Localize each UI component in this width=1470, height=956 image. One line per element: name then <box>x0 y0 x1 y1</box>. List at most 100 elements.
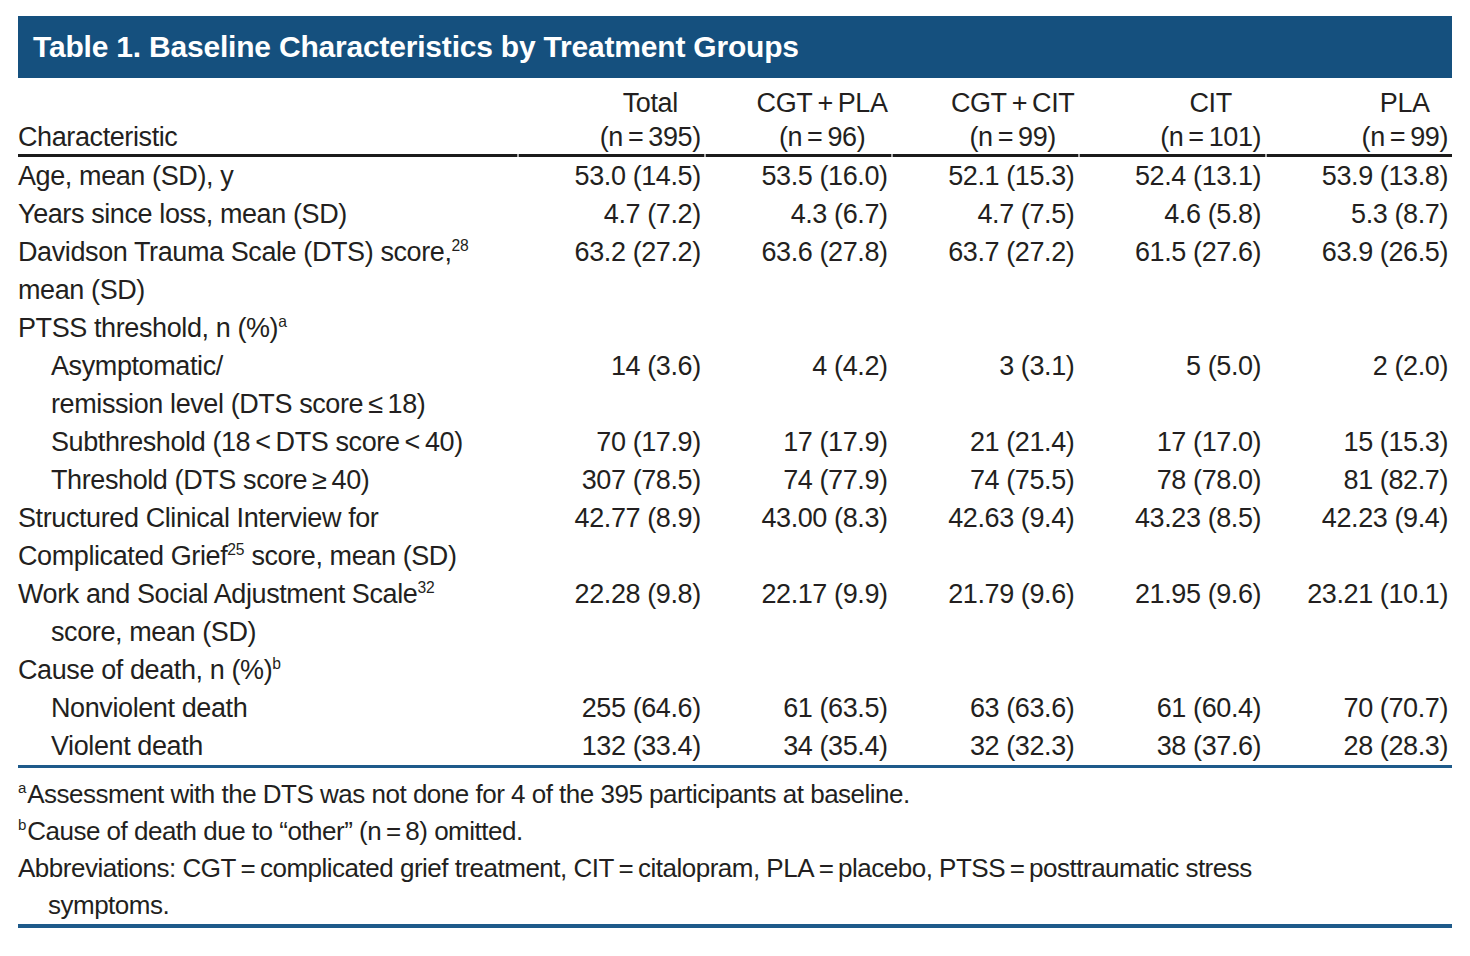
row-label-line1: Nonviolent death <box>51 689 518 727</box>
cell-value: 14 (3.6) <box>518 347 705 385</box>
cell-value: 78 (78.0) <box>1078 461 1265 499</box>
column-group-name: Total <box>600 86 701 120</box>
row-label-line1: Structured Clinical Interview for <box>18 499 518 537</box>
column-header-group: CIT (n = 101) <box>1078 86 1265 154</box>
cell-value: 38 (37.6) <box>1078 727 1265 765</box>
row-label-line1: Davidson Trauma Scale (DTS) score,28 <box>18 233 518 271</box>
footnote-a: aAssessment with the DTS was not done fo… <box>18 776 1452 813</box>
cell-value: 52.1 (15.3) <box>892 157 1079 195</box>
table-title-bar: Table 1. Baseline Characteristics by Tre… <box>18 16 1452 78</box>
row-label: Threshold (DTS score ≥ 40) <box>18 461 518 499</box>
column-group-name: CIT <box>1160 86 1261 120</box>
footnote-a-text: Assessment with the DTS was not done for… <box>27 779 910 809</box>
table-figure: Table 1. Baseline Characteristics by Tre… <box>0 0 1470 956</box>
row-label-line1: Work and Social Adjustment Scale32 <box>18 575 518 613</box>
cell-value: 4.7 (7.2) <box>518 195 705 233</box>
column-group-name: PLA <box>1362 86 1448 120</box>
cell-value: 307 (78.5) <box>518 461 705 499</box>
cell-value: 74 (75.5) <box>892 461 1079 499</box>
row-label-line1: PTSS threshold, n (%)a <box>18 309 518 347</box>
cell-value: 42.77 (8.9) <box>518 499 705 537</box>
cell-value: 63.6 (27.8) <box>705 233 892 271</box>
footnotes: aAssessment with the DTS was not done fo… <box>18 768 1452 924</box>
row-label-line2: Complicated Grief25 score, mean (SD) <box>18 537 518 575</box>
row-label-line2: remission level (DTS score ≤ 18) <box>51 385 518 423</box>
cell-value: 61.5 (27.6) <box>1078 233 1265 271</box>
column-group-n: (n = 101) <box>1160 120 1261 154</box>
cell-value: 255 (64.6) <box>518 689 705 727</box>
column-header-row: Characteristic Total (n = 395) CGT + PLA… <box>18 78 1452 154</box>
cell-value: 81 (82.7) <box>1265 461 1452 499</box>
table-row: Threshold (DTS score ≥ 40)307 (78.5)74 (… <box>18 461 1452 499</box>
cell-value: 21 (21.4) <box>892 423 1079 461</box>
cell-value: 42.23 (9.4) <box>1265 499 1452 537</box>
row-label-line1: Violent death <box>51 727 518 765</box>
cell-value: 17 (17.9) <box>705 423 892 461</box>
column-group-n: (n = 99) <box>951 120 1074 154</box>
cell-value: 17 (17.0) <box>1078 423 1265 461</box>
row-label: Age, mean (SD), y <box>18 157 518 195</box>
table-row: Subthreshold (18 < DTS score < 40)70 (17… <box>18 423 1452 461</box>
cell-value: 32 (32.3) <box>892 727 1079 765</box>
footnote-abbreviations-line2: symptoms. <box>18 887 1452 924</box>
column-header-characteristic: Characteristic <box>18 120 518 154</box>
table-row: Structured Clinical Interview forComplic… <box>18 499 1452 575</box>
table-row: Asymptomatic/remission level (DTS score … <box>18 347 1452 423</box>
cell-value: 63 (63.6) <box>892 689 1079 727</box>
column-group-n: (n = 395) <box>600 120 701 154</box>
cell-value: 61 (60.4) <box>1078 689 1265 727</box>
cell-value: 63.2 (27.2) <box>518 233 705 271</box>
row-label-line1: Years since loss, mean (SD) <box>18 195 518 233</box>
table-body: Age, mean (SD), y53.0 (14.5)53.5 (16.0)5… <box>18 157 1452 765</box>
column-group-n: (n = 99) <box>1362 120 1448 154</box>
row-label-line2: mean (SD) <box>18 271 518 309</box>
row-label: Subthreshold (18 < DTS score < 40) <box>18 423 518 461</box>
column-header-group: CGT + CIT (n = 99) <box>892 86 1079 154</box>
row-label: Structured Clinical Interview forComplic… <box>18 499 518 575</box>
cell-value: 53.5 (16.0) <box>705 157 892 195</box>
superscript-ref: a <box>278 313 287 330</box>
cell-value: 4.6 (5.8) <box>1078 195 1265 233</box>
cell-value: 42.63 (9.4) <box>892 499 1079 537</box>
footnote-abbreviations-line1: Abbreviations: CGT = complicated grief t… <box>18 850 1452 887</box>
table-content: Characteristic Total (n = 395) CGT + PLA… <box>18 78 1452 928</box>
cell-value: 15 (15.3) <box>1265 423 1452 461</box>
cell-value: 23.21 (10.1) <box>1265 575 1452 613</box>
column-header-group: CGT + PLA (n = 96) <box>705 86 892 154</box>
superscript-ref: 25 <box>227 541 244 558</box>
row-label-line1: Asymptomatic/ <box>51 347 518 385</box>
table-row: Age, mean (SD), y53.0 (14.5)53.5 (16.0)5… <box>18 157 1452 195</box>
cell-value: 5.3 (8.7) <box>1265 195 1452 233</box>
table-row: Years since loss, mean (SD)4.7 (7.2)4.3 … <box>18 195 1452 233</box>
cell-value: 4 (4.2) <box>705 347 892 385</box>
column-header-group: Total (n = 395) <box>518 86 705 154</box>
column-group-n: (n = 96) <box>757 120 888 154</box>
cell-value: 74 (77.9) <box>705 461 892 499</box>
cell-value: 28 (28.3) <box>1265 727 1452 765</box>
superscript-ref: 28 <box>452 237 469 254</box>
cell-value: 52.4 (13.1) <box>1078 157 1265 195</box>
cell-value: 4.3 (6.7) <box>705 195 892 233</box>
figure-bottom-rule <box>18 924 1452 928</box>
cell-value: 34 (35.4) <box>705 727 892 765</box>
cell-value: 70 (17.9) <box>518 423 705 461</box>
column-group-name: CGT + CIT <box>951 86 1074 120</box>
row-label: Cause of death, n (%)b <box>18 651 518 689</box>
row-label: Davidson Trauma Scale (DTS) score,28mean… <box>18 233 518 309</box>
cell-value: 5 (5.0) <box>1078 347 1265 385</box>
table-row: Cause of death, n (%)b <box>18 651 1452 689</box>
cell-value: 53.0 (14.5) <box>518 157 705 195</box>
row-label-line1: Threshold (DTS score ≥ 40) <box>51 461 518 499</box>
row-label: PTSS threshold, n (%)a <box>18 309 518 347</box>
row-label-line1: Age, mean (SD), y <box>18 157 518 195</box>
footnote-b: bCause of death due to “other” (n = 8) o… <box>18 813 1452 850</box>
superscript-ref: b <box>272 655 281 672</box>
cell-value: 63.7 (27.2) <box>892 233 1079 271</box>
footnote-a-marker: a <box>18 779 26 796</box>
row-label: Asymptomatic/remission level (DTS score … <box>18 347 518 423</box>
cell-value: 3 (3.1) <box>892 347 1079 385</box>
cell-value: 132 (33.4) <box>518 727 705 765</box>
row-label: Years since loss, mean (SD) <box>18 195 518 233</box>
footnote-b-marker: b <box>18 816 26 833</box>
table-row: Davidson Trauma Scale (DTS) score,28mean… <box>18 233 1452 309</box>
